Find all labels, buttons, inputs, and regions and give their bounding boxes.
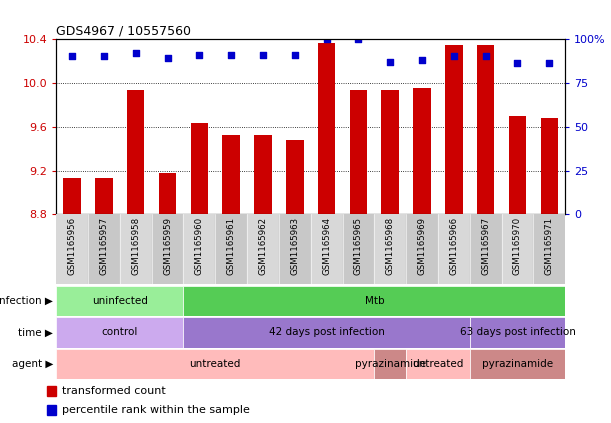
- Bar: [279, 214, 311, 284]
- Text: GSM1165960: GSM1165960: [195, 217, 204, 275]
- Point: [417, 57, 427, 63]
- Point: [481, 53, 491, 60]
- Text: GSM1165964: GSM1165964: [322, 217, 331, 275]
- Text: time ▶: time ▶: [18, 327, 53, 338]
- Bar: [509, 116, 526, 214]
- Bar: [56, 317, 183, 348]
- Bar: [56, 214, 88, 284]
- Point: [163, 55, 172, 62]
- Text: untreated: untreated: [412, 359, 464, 369]
- Text: 63 days post infection: 63 days post infection: [459, 327, 576, 338]
- Bar: [445, 46, 463, 214]
- Text: GSM1165966: GSM1165966: [449, 217, 458, 275]
- Text: GSM1165956: GSM1165956: [68, 217, 76, 275]
- Bar: [254, 135, 272, 214]
- Bar: [406, 349, 470, 379]
- Text: GSM1165959: GSM1165959: [163, 217, 172, 275]
- Bar: [318, 43, 335, 214]
- Bar: [381, 91, 399, 214]
- Bar: [406, 214, 438, 284]
- Text: control: control: [101, 327, 138, 338]
- Bar: [286, 140, 304, 214]
- Bar: [95, 178, 112, 214]
- Point: [67, 53, 77, 60]
- Text: Mtb: Mtb: [365, 296, 384, 306]
- Point: [449, 53, 459, 60]
- Text: GSM1165968: GSM1165968: [386, 217, 395, 275]
- Text: pyrazinamide: pyrazinamide: [482, 359, 553, 369]
- Bar: [159, 173, 177, 214]
- Bar: [343, 214, 375, 284]
- Text: uninfected: uninfected: [92, 296, 148, 306]
- Bar: [438, 214, 470, 284]
- Point: [544, 60, 554, 67]
- Point: [226, 51, 236, 58]
- Bar: [477, 46, 494, 214]
- Bar: [375, 349, 406, 379]
- Point: [131, 49, 141, 56]
- Text: agent ▶: agent ▶: [12, 359, 53, 369]
- Text: untreated: untreated: [189, 359, 241, 369]
- Bar: [375, 214, 406, 284]
- Bar: [502, 214, 533, 284]
- Point: [99, 53, 109, 60]
- Bar: [470, 317, 565, 348]
- Bar: [46, 385, 56, 396]
- Text: 42 days post infection: 42 days post infection: [269, 327, 384, 338]
- Bar: [152, 214, 183, 284]
- Point: [513, 60, 522, 67]
- Bar: [222, 135, 240, 214]
- Bar: [191, 124, 208, 214]
- Bar: [541, 118, 558, 214]
- Point: [322, 36, 332, 42]
- Point: [258, 51, 268, 58]
- Text: GSM1165970: GSM1165970: [513, 217, 522, 275]
- Text: GSM1165971: GSM1165971: [545, 217, 554, 275]
- Text: GSM1165967: GSM1165967: [481, 217, 490, 275]
- Bar: [349, 91, 367, 214]
- Text: infection ▶: infection ▶: [0, 296, 53, 306]
- Bar: [183, 317, 470, 348]
- Bar: [470, 349, 565, 379]
- Bar: [88, 214, 120, 284]
- Bar: [183, 286, 565, 316]
- Bar: [533, 214, 565, 284]
- Text: pyrazinamide: pyrazinamide: [354, 359, 426, 369]
- Bar: [215, 214, 247, 284]
- Bar: [311, 214, 343, 284]
- Bar: [64, 178, 81, 214]
- Text: GSM1165958: GSM1165958: [131, 217, 141, 275]
- Bar: [120, 214, 152, 284]
- Bar: [56, 286, 183, 316]
- Text: GSM1165963: GSM1165963: [290, 217, 299, 275]
- Bar: [127, 91, 144, 214]
- Text: GSM1165961: GSM1165961: [227, 217, 236, 275]
- Bar: [247, 214, 279, 284]
- Bar: [413, 88, 431, 214]
- Text: GSM1165965: GSM1165965: [354, 217, 363, 275]
- Point: [354, 36, 364, 42]
- Text: GSM1165969: GSM1165969: [417, 217, 426, 275]
- Bar: [46, 405, 56, 415]
- Bar: [470, 214, 502, 284]
- Text: percentile rank within the sample: percentile rank within the sample: [62, 405, 250, 415]
- Point: [290, 51, 299, 58]
- Point: [386, 58, 395, 65]
- Text: GDS4967 / 10557560: GDS4967 / 10557560: [56, 25, 191, 38]
- Text: GSM1165962: GSM1165962: [258, 217, 268, 275]
- Point: [194, 51, 204, 58]
- Text: GSM1165957: GSM1165957: [100, 217, 108, 275]
- Text: transformed count: transformed count: [62, 386, 166, 396]
- Bar: [56, 349, 375, 379]
- Bar: [183, 214, 215, 284]
